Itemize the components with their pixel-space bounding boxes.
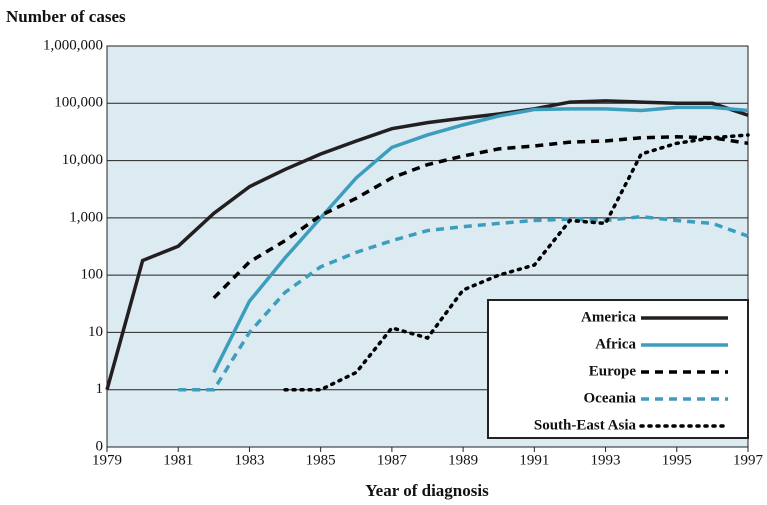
x-tick-label: 1987 [377, 452, 408, 468]
x-tick-label: 1993 [591, 452, 621, 468]
legend-label: South-East Asia [534, 417, 637, 433]
series-line [212, 135, 749, 300]
y-tick-label: 1 [96, 381, 104, 397]
x-tick-label: 1981 [163, 452, 193, 468]
y-tick-label: 1,000,000 [43, 37, 103, 53]
y-tick-label: 100,000 [54, 95, 103, 111]
y-tick-label: 0 [96, 438, 104, 454]
series-line [283, 133, 750, 392]
series-line [178, 214, 749, 392]
x-tick-label: 1979 [92, 452, 122, 468]
y-tick-label: 10,000 [62, 152, 103, 168]
x-tick-label: 1991 [519, 452, 549, 468]
x-tick-label: 1997 [733, 452, 764, 468]
x-axis-title: Year of diagnosis [365, 481, 489, 500]
x-tick-label: 1989 [448, 452, 478, 468]
series-line [105, 99, 749, 391]
series-line [212, 105, 749, 374]
legend-label: Europe [589, 363, 637, 379]
legend-label: Oceania [584, 390, 637, 406]
y-tick-label: 100 [81, 267, 104, 283]
legend-label: Africa [595, 336, 636, 352]
y-tick-label: 10 [88, 324, 103, 340]
x-tick-label: 1985 [306, 452, 336, 468]
legend-label: America [581, 309, 636, 325]
legend [487, 299, 749, 439]
plot-frame [106, 45, 749, 448]
y-axis-title: Number of cases [6, 7, 126, 26]
x-tick-label: 1983 [234, 452, 264, 468]
y-tick-label: 1,000 [69, 209, 103, 225]
x-tick-label: 1995 [662, 452, 692, 468]
